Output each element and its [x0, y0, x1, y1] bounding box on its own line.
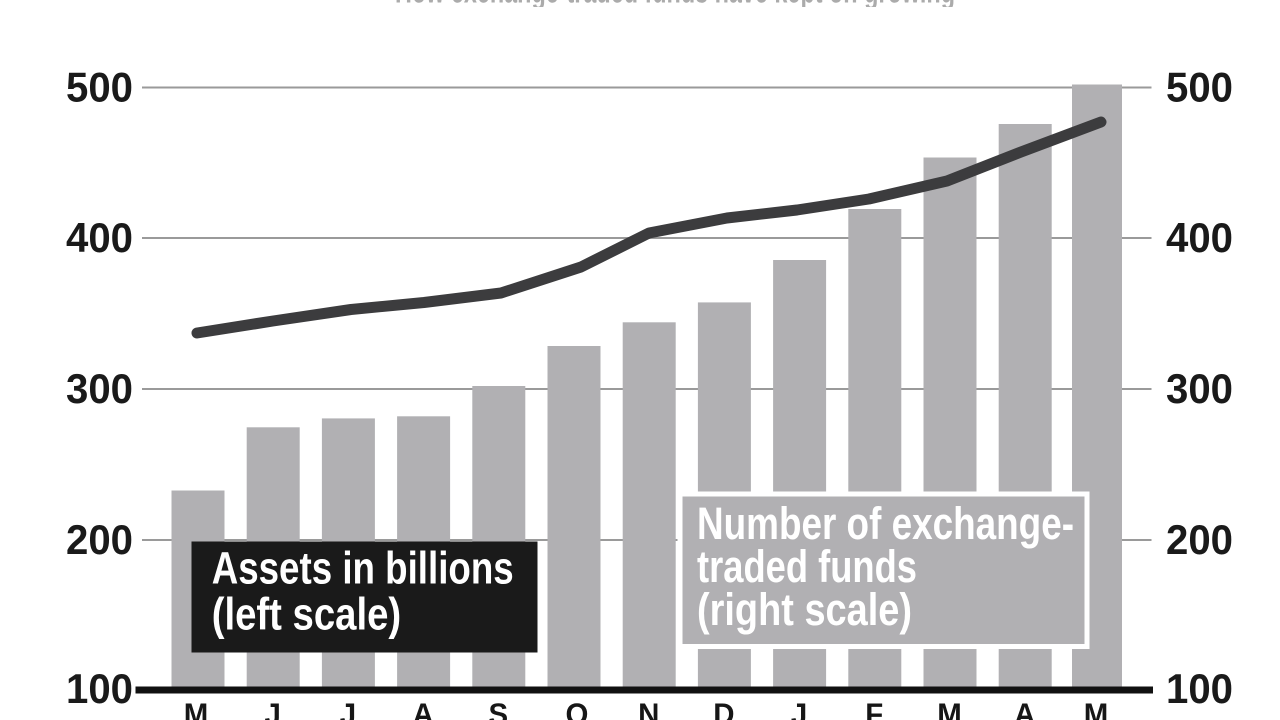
svg-text:N: N	[638, 698, 659, 720]
svg-text:M: M	[1084, 698, 1109, 720]
svg-text:traded funds: traded funds	[697, 541, 917, 592]
svg-text:200: 200	[66, 516, 133, 563]
svg-text:Number of exchange-: Number of exchange-	[697, 498, 1074, 549]
svg-text:100: 100	[1166, 665, 1233, 712]
svg-text:A: A	[412, 698, 433, 720]
svg-text:A: A	[1014, 698, 1035, 720]
svg-text:J: J	[340, 698, 356, 720]
svg-text:O: O	[566, 698, 589, 720]
svg-text:M: M	[184, 698, 209, 720]
svg-text:J: J	[265, 698, 281, 720]
svg-text:500: 500	[66, 64, 133, 111]
svg-text:D: D	[713, 698, 734, 720]
svg-text:500: 500	[1166, 64, 1233, 111]
svg-text:How exchange-traded funds have: How exchange-traded funds have kept on g…	[395, 0, 955, 11]
svg-text:J: J	[791, 698, 807, 720]
svg-text:M: M	[937, 698, 962, 720]
svg-text:300: 300	[1166, 365, 1233, 412]
svg-text:(left scale): (left scale)	[212, 589, 402, 640]
svg-text:Assets in billions: Assets in billions	[212, 542, 514, 593]
svg-text:400: 400	[66, 214, 133, 261]
svg-text:400: 400	[1166, 214, 1233, 261]
svg-text:S: S	[488, 698, 508, 720]
svg-text:F: F	[865, 698, 883, 720]
svg-text:200: 200	[1166, 516, 1233, 563]
svg-text:300: 300	[66, 365, 133, 412]
svg-text:100: 100	[66, 665, 133, 712]
svg-text:(right scale): (right scale)	[697, 584, 912, 635]
